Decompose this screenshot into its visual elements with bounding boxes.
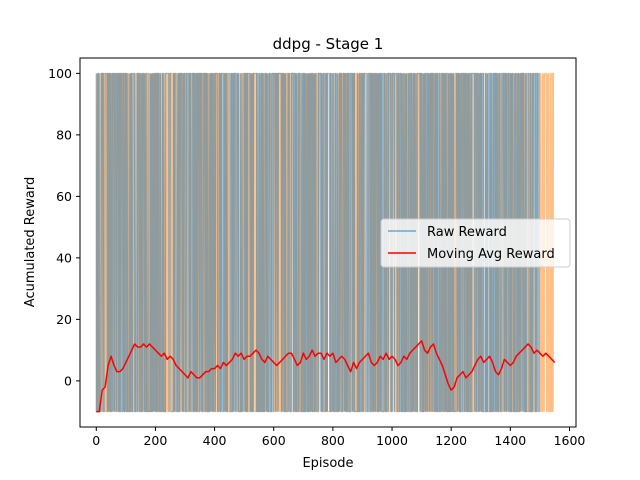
chart-title: ddpg - Stage 1 bbox=[273, 35, 384, 53]
legend-label-raw: Raw Reward bbox=[427, 225, 507, 240]
x-tick-label: 800 bbox=[321, 433, 345, 448]
x-axis: 0 200 400 600 800 1000 1200 1400 1600 bbox=[92, 427, 585, 448]
x-tick-label: 1400 bbox=[494, 433, 526, 448]
x-tick-label: 600 bbox=[262, 433, 286, 448]
y-axis-label: Acumulated Reward bbox=[23, 177, 38, 307]
x-tick-label: 0 bbox=[92, 433, 100, 448]
series-line-raw-reward bbox=[95, 72, 540, 413]
x-tick-label: 1600 bbox=[554, 433, 586, 448]
plot-area bbox=[95, 72, 556, 413]
y-tick-label: 100 bbox=[48, 66, 72, 81]
y-tick-label: 0 bbox=[64, 373, 72, 388]
y-tick-label: 60 bbox=[56, 189, 72, 204]
x-tick-label: 200 bbox=[143, 433, 167, 448]
y-axis: 0 20 40 60 80 100 bbox=[48, 66, 80, 388]
legend: Raw Reward Moving Avg Reward bbox=[380, 218, 571, 268]
legend-label-moving-avg: Moving Avg Reward bbox=[427, 247, 555, 262]
axes-frame bbox=[79, 57, 577, 428]
x-tick-label: 400 bbox=[203, 433, 227, 448]
x-tick-label: 1200 bbox=[435, 433, 467, 448]
legend-box bbox=[380, 218, 571, 268]
y-tick-label: 20 bbox=[56, 312, 72, 327]
x-axis-label: Episode bbox=[302, 456, 353, 471]
series-line-moving-avg bbox=[96, 340, 556, 413]
y-tick-label: 40 bbox=[56, 250, 72, 265]
y-tick-label: 80 bbox=[56, 127, 72, 142]
x-tick-label: 1000 bbox=[376, 433, 408, 448]
